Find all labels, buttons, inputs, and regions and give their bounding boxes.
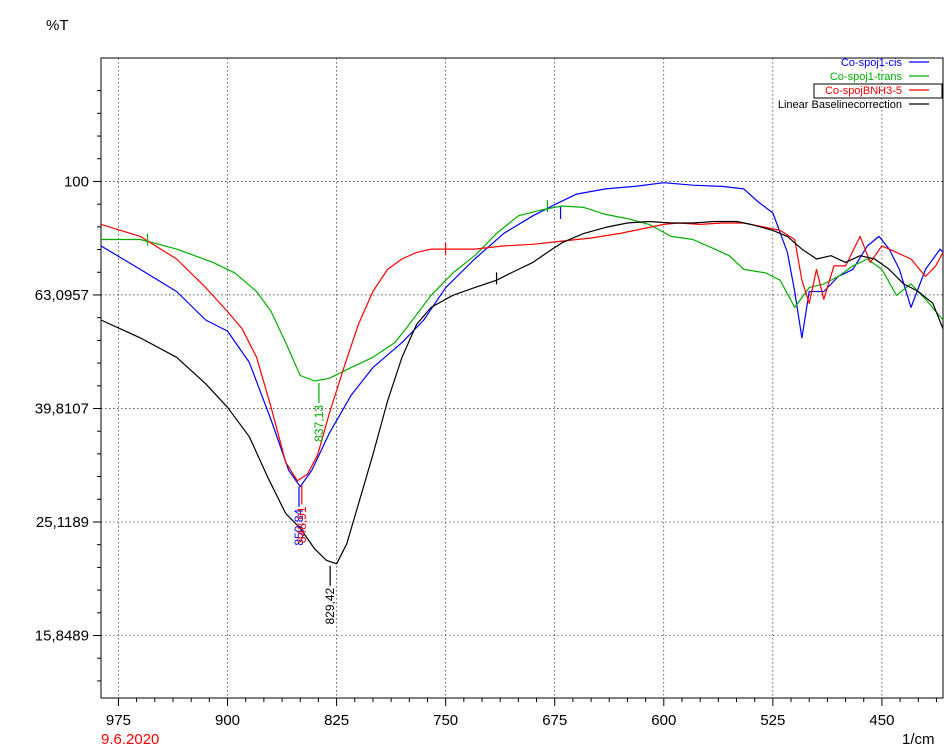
grid bbox=[101, 58, 943, 698]
legend-entry-label: Co-spojBNH3-5 bbox=[825, 85, 902, 97]
y-tick-label: 63,0957 bbox=[35, 287, 89, 304]
x-tick-label: 975 bbox=[106, 712, 131, 729]
x-tick-label: 600 bbox=[651, 712, 676, 729]
date-label: 9.6.2020 bbox=[101, 731, 159, 748]
series-marks bbox=[146, 200, 562, 285]
x-tick-label: 525 bbox=[760, 712, 785, 729]
x-tick-label: 450 bbox=[869, 712, 894, 729]
series-line-co-spojbnh3-5 bbox=[101, 222, 943, 482]
legend-entry-label: Co-spoj1-trans bbox=[830, 71, 903, 83]
x-tick-label: 825 bbox=[324, 712, 349, 729]
x-tick-label: 900 bbox=[215, 712, 240, 729]
y-tick-label: 39,8107 bbox=[35, 400, 89, 417]
y-tick-label: 25,1189 bbox=[36, 514, 89, 531]
y-axis-label: %T bbox=[46, 17, 69, 34]
x-tick-label: 750 bbox=[433, 712, 458, 729]
x-axis-unit-label: 1/cm bbox=[902, 731, 935, 748]
legend-selected-box bbox=[813, 83, 943, 99]
legend: Co-spoj1-cis Co-spoj1-trans Co-spojBNH3-5 L… bbox=[778, 57, 943, 111]
series-lines bbox=[101, 182, 943, 565]
plot-frame bbox=[100, 57, 944, 699]
legend-entry-label: Linear Baselinecorrection bbox=[778, 99, 902, 111]
series-line-linear-baselinecorrection bbox=[101, 220, 943, 565]
peak-label: 848,91 bbox=[295, 506, 309, 543]
axes: 975 900 825 750 675 600 525 450 100 63,0957 39,810… bbox=[35, 57, 944, 729]
peak-label: 829,42 bbox=[323, 587, 337, 624]
peak-label: 850,84 bbox=[292, 509, 306, 546]
series-line-co-spoj1-trans bbox=[101, 205, 943, 382]
x-tick-label: 675 bbox=[542, 712, 567, 729]
y-tick-label: 100 bbox=[64, 173, 89, 190]
legend-entry-label: Co-spoj1-cis bbox=[841, 57, 903, 69]
y-tick-label: 15,8489 bbox=[35, 628, 89, 645]
peak-label: 837,13 bbox=[312, 405, 326, 442]
